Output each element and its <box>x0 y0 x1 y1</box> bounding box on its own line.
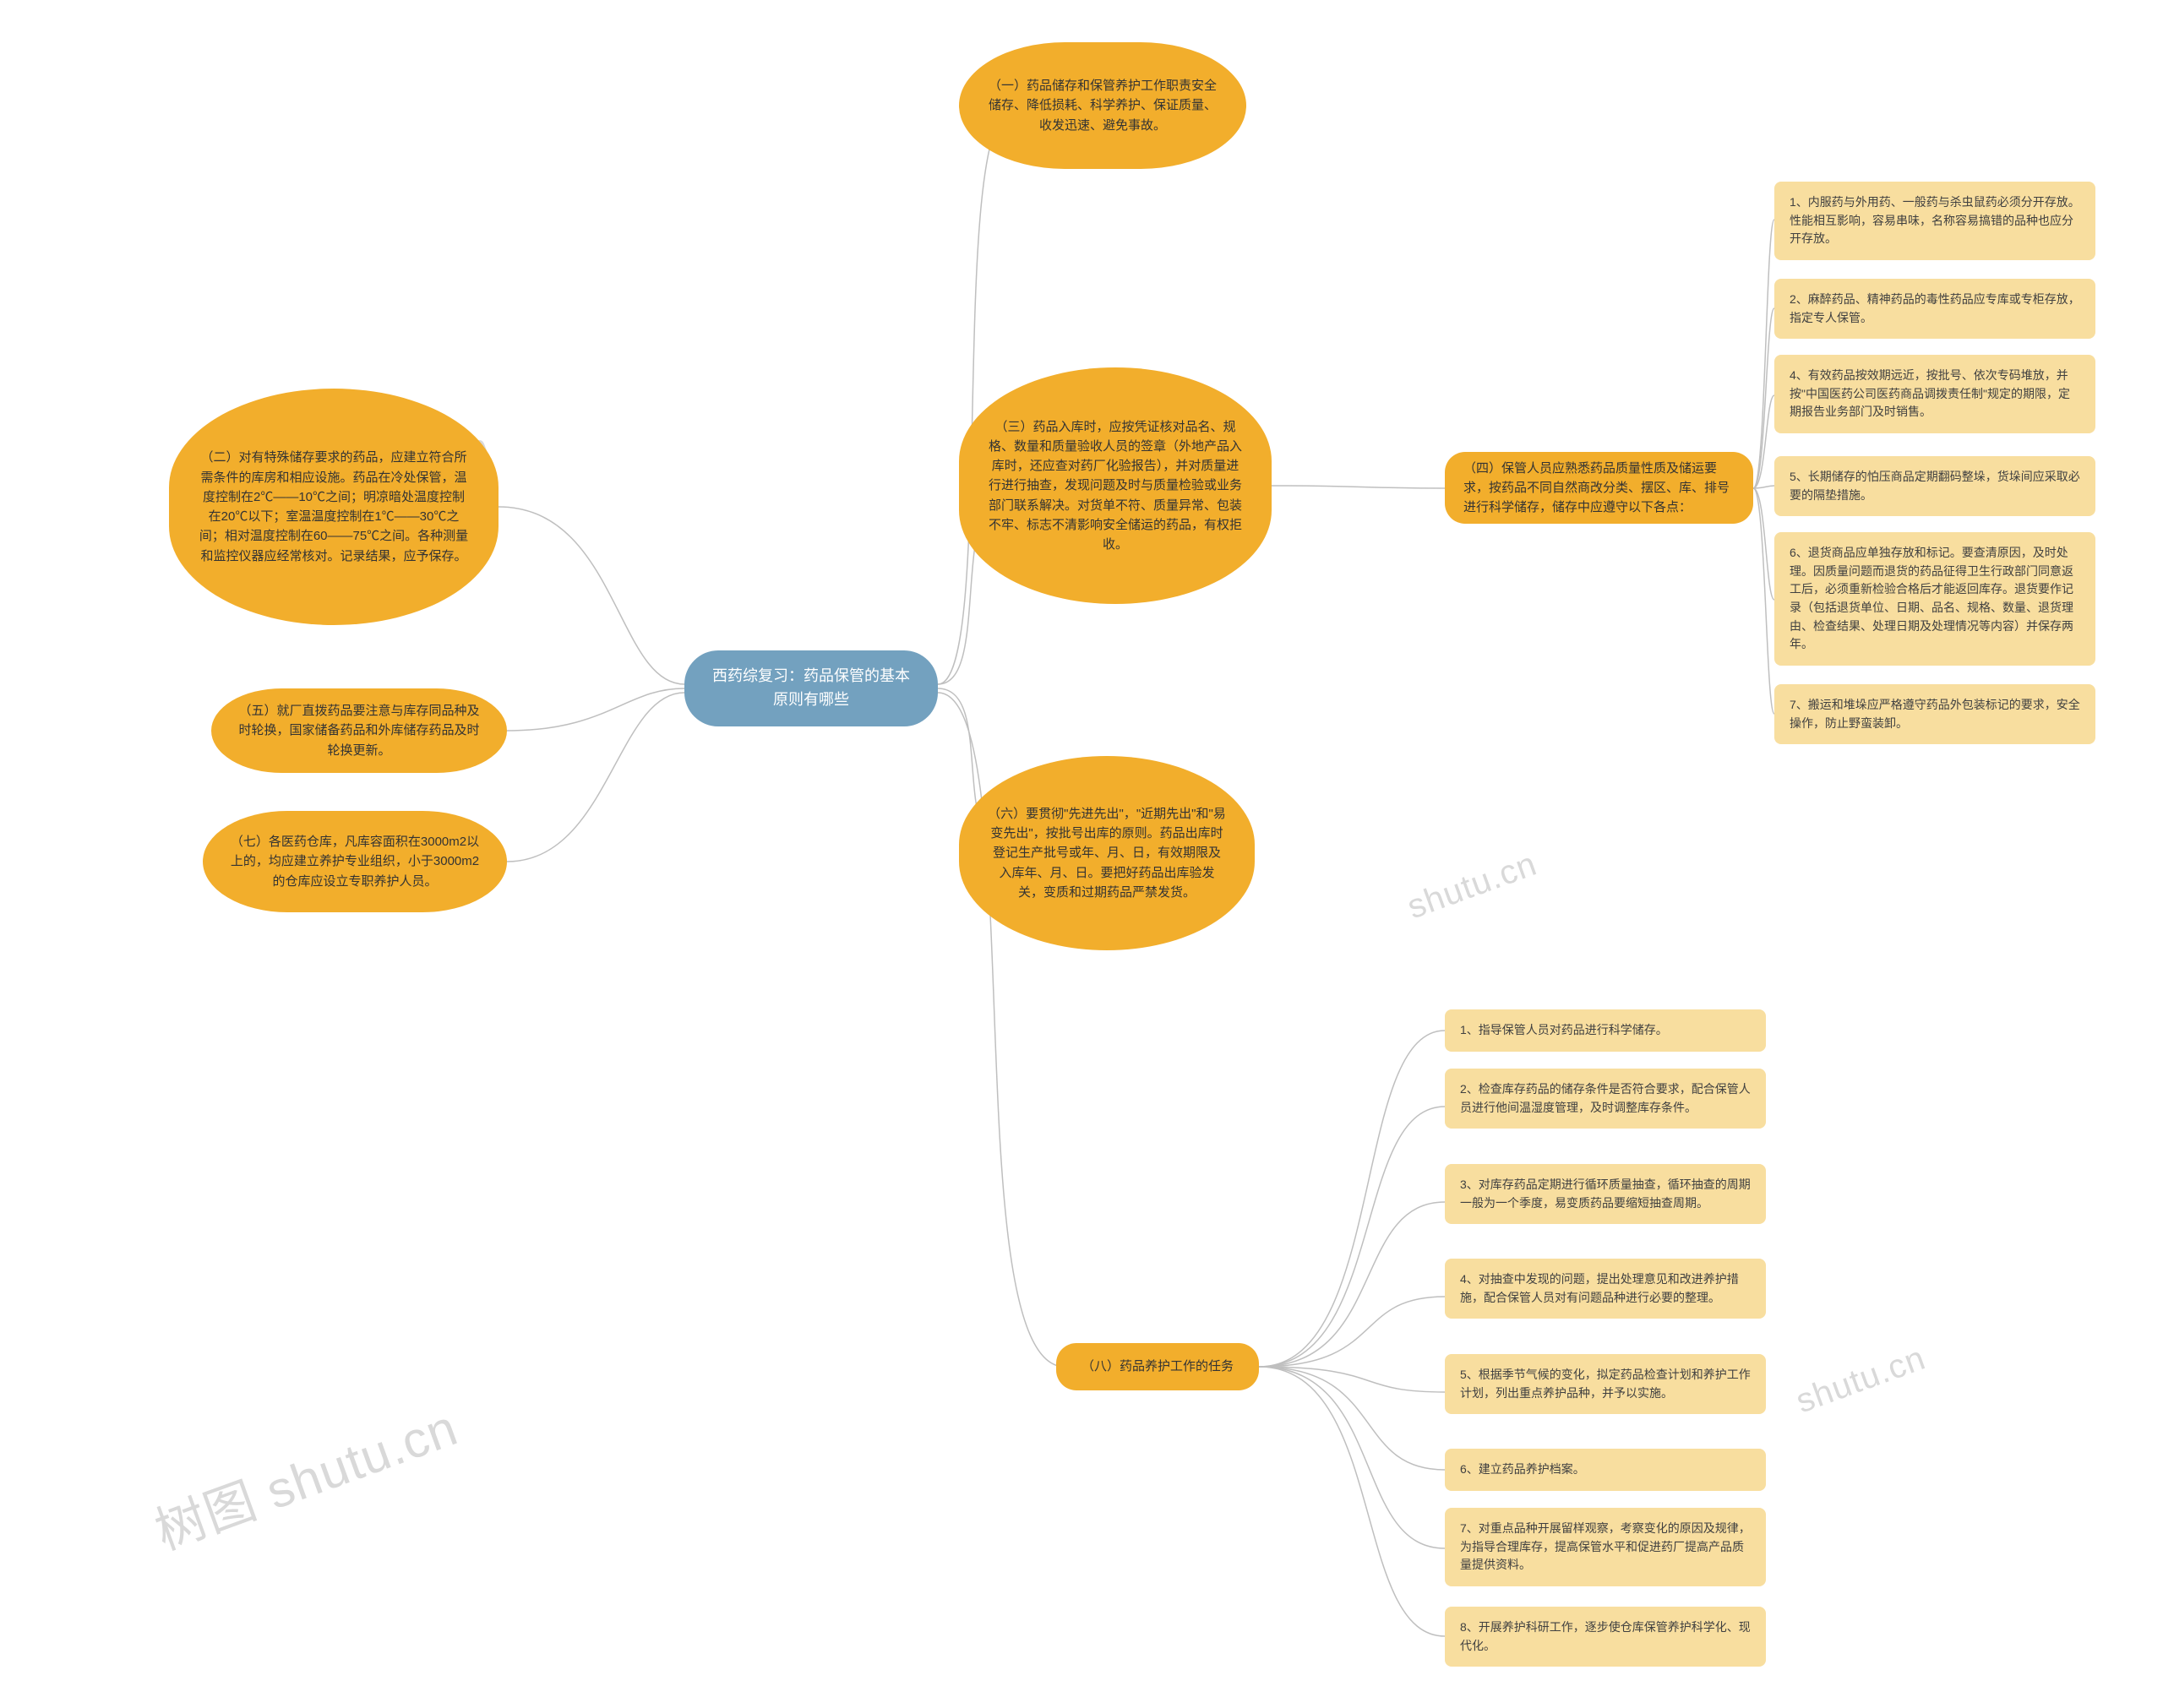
leaf-label: 4、有效药品按效期远近，按批号、依次专码堆放，并按"中国医药公司医药商品调拨责任… <box>1790 367 2080 422</box>
branch-8-leaf[interactable]: 1、指导保管人员对药品进行科学储存。 <box>1445 1009 1766 1052</box>
leaf-label: 5、根据季节气候的变化，拟定药品检查计划和养护工作计划，列出重点养护品种，并予以… <box>1460 1366 1751 1402</box>
branch-8-leaf[interactable]: 8、开展养护科研工作，逐步使仓库保管养护科学化、现代化。 <box>1445 1607 1766 1667</box>
leaf-label: 1、指导保管人员对药品进行科学储存。 <box>1460 1021 1751 1040</box>
branch-7[interactable]: （七）各医药仓库，凡库容面积在3000m2以上的，均应建立养护专业组织，小于30… <box>203 811 507 912</box>
leaf-label: 4、对抽查中发现的问题，提出处理意见和改进养护措施，配合保管人员对有问题品种进行… <box>1460 1270 1751 1307</box>
branch-3[interactable]: （三）药品入库时，应按凭证核对品名、规格、数量和质量验收人员的签章（外地产品入库… <box>959 367 1272 604</box>
branch-4-leaf[interactable]: 5、长期储存的怕压商品定期翻码整垛，货垛间应采取必要的隔垫措施。 <box>1774 456 2095 516</box>
center-node[interactable]: 西药综复习：药品保管的基本原则有哪些 <box>684 650 938 726</box>
branch-8[interactable]: （八）药品养护工作的任务 <box>1056 1343 1259 1390</box>
branch-8-label: （八）药品养护工作的任务 <box>1075 1357 1240 1376</box>
branch-2[interactable]: （二）对有特殊储存要求的药品，应建立符合所需条件的库房和相应设施。药品在冷处保管… <box>169 389 499 625</box>
branch-2-label: （二）对有特殊储存要求的药品，应建立符合所需条件的库房和相应设施。药品在冷处保管… <box>198 448 470 566</box>
branch-7-label: （七）各医药仓库，凡库容面积在3000m2以上的，均应建立养护专业组织，小于30… <box>226 832 483 891</box>
leaf-label: 5、长期储存的怕压商品定期翻码整垛，货垛间应采取必要的隔垫措施。 <box>1790 468 2080 504</box>
leaf-label: 1、内服药与外用药、一般药与杀虫鼠药必须分开存放。性能相互影响，容易串味，名称容… <box>1790 193 2080 248</box>
branch-8-leaf[interactable]: 3、对库存药品定期进行循环质量抽查，循环抽查的周期一般为一个季度，易变质药品要缩… <box>1445 1164 1766 1224</box>
branch-8-leaf[interactable]: 6、建立药品养护档案。 <box>1445 1449 1766 1491</box>
branch-4-leaf[interactable]: 2、麻醉药品、精神药品的毒性药品应专库或专柜存放，指定专人保管。 <box>1774 279 2095 339</box>
branch-4-leaf[interactable]: 6、退货商品应单独存放和标记。要查清原因，及时处理。因质量问题而退货的药品征得卫… <box>1774 532 2095 666</box>
branch-5-label: （五）就厂直拨药品要注意与库存同品种及时轮换，国家储备药品和外库储存药品及时轮换… <box>235 701 483 760</box>
branch-1-label: （一）药品储存和保管养护工作职责安全储存、降低损耗、科学养护、保证质量、收发迅速… <box>988 76 1218 135</box>
branch-3-label: （三）药品入库时，应按凭证核对品名、规格、数量和质量验收人员的签章（外地产品入库… <box>988 417 1243 555</box>
leaf-label: 6、退货商品应单独存放和标记。要查清原因，及时处理。因质量问题而退货的药品征得卫… <box>1790 544 2080 654</box>
watermark: shutu.cn <box>1403 846 1542 927</box>
branch-6-label: （六）要贯彻"先进先出"，"近期先出"和"易变先出"，按批号出库的原则。药品出库… <box>988 804 1226 902</box>
center-label: 西药综复习：药品保管的基本原则有哪些 <box>710 665 913 712</box>
branch-8-leaf[interactable]: 2、检查库存药品的储存条件是否符合要求，配合保管人员进行他间温湿度管理，及时调整… <box>1445 1069 1766 1129</box>
branch-5[interactable]: （五）就厂直拨药品要注意与库存同品种及时轮换，国家储备药品和外库储存药品及时轮换… <box>211 688 507 773</box>
watermark: shutu.cn <box>1791 1340 1931 1422</box>
branch-6[interactable]: （六）要贯彻"先进先出"，"近期先出"和"易变先出"，按批号出库的原则。药品出库… <box>959 756 1255 950</box>
leaf-label: 2、麻醉药品、精神药品的毒性药品应专库或专柜存放，指定专人保管。 <box>1790 291 2080 327</box>
branch-4-leaf[interactable]: 7、搬运和堆垛应严格遵守药品外包装标记的要求，安全操作，防止野蛮装卸。 <box>1774 684 2095 744</box>
leaf-label: 3、对库存药品定期进行循环质量抽查，循环抽查的周期一般为一个季度，易变质药品要缩… <box>1460 1176 1751 1212</box>
branch-8-leaf[interactable]: 7、对重点品种开展留样观察，考察变化的原因及规律，为指导合理库存，提高保管水平和… <box>1445 1508 1766 1586</box>
branch-4-label: （四）保管人员应熟悉药品质量性质及储运要求，按药品不同自然商改分类、摆区、库、排… <box>1463 459 1735 518</box>
branch-4-leaf[interactable]: 4、有效药品按效期远近，按批号、依次专码堆放，并按"中国医药公司医药商品调拨责任… <box>1774 355 2095 433</box>
leaf-label: 7、对重点品种开展留样观察，考察变化的原因及规律，为指导合理库存，提高保管水平和… <box>1460 1520 1751 1575</box>
branch-4[interactable]: （四）保管人员应熟悉药品质量性质及储运要求，按药品不同自然商改分类、摆区、库、排… <box>1445 452 1753 524</box>
branch-1[interactable]: （一）药品储存和保管养护工作职责安全储存、降低损耗、科学养护、保证质量、收发迅速… <box>959 42 1246 169</box>
watermark: 树图 shutu.cn <box>144 1387 466 1564</box>
leaf-label: 8、开展养护科研工作，逐步使仓库保管养护科学化、现代化。 <box>1460 1618 1751 1655</box>
leaf-label: 6、建立药品养护档案。 <box>1460 1461 1751 1479</box>
leaf-label: 7、搬运和堆垛应严格遵守药品外包装标记的要求，安全操作，防止野蛮装卸。 <box>1790 696 2080 732</box>
branch-8-leaf[interactable]: 4、对抽查中发现的问题，提出处理意见和改进养护措施，配合保管人员对有问题品种进行… <box>1445 1259 1766 1319</box>
leaf-label: 2、检查库存药品的储存条件是否符合要求，配合保管人员进行他间温湿度管理，及时调整… <box>1460 1080 1751 1117</box>
branch-8-leaf[interactable]: 5、根据季节气候的变化，拟定药品检查计划和养护工作计划，列出重点养护品种，并予以… <box>1445 1354 1766 1414</box>
branch-4-leaf[interactable]: 1、内服药与外用药、一般药与杀虫鼠药必须分开存放。性能相互影响，容易串味，名称容… <box>1774 182 2095 260</box>
